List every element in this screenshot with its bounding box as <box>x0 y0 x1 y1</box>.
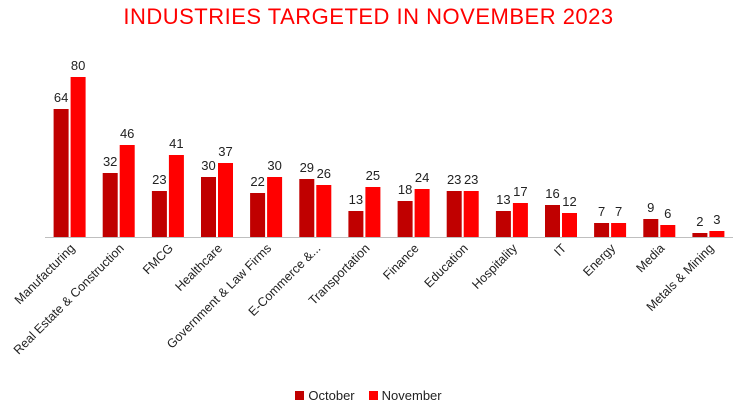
value-label-october-it: 16 <box>545 186 559 201</box>
value-label-november-real-estate-construction: 46 <box>120 126 134 141</box>
bar-november-real-estate-construction <box>119 145 135 237</box>
value-label-november-education: 23 <box>464 172 478 187</box>
category-label-hospitality: Hospitality <box>469 241 520 292</box>
legend-label-october: October <box>308 388 355 403</box>
legend-item-october: October <box>295 388 355 403</box>
bar-november-government-law-firms <box>267 177 283 237</box>
bar-october-finance <box>397 201 413 237</box>
bar-november-media <box>660 225 676 237</box>
bar-november-e-commerce <box>316 185 332 237</box>
bar-october-fmcg <box>151 191 167 237</box>
bar-october-real-estate-construction <box>102 173 118 237</box>
bar-october-transportation <box>348 211 364 237</box>
bar-october-government-law-firms <box>250 193 266 237</box>
bar-november-healthcare <box>218 163 233 237</box>
value-label-october-hospitality: 13 <box>496 192 510 207</box>
bar-october-healthcare <box>201 177 216 237</box>
value-label-november-fmcg: 41 <box>169 136 183 151</box>
bar-october-energy <box>594 223 610 237</box>
bar-november-education <box>463 191 479 237</box>
bar-november-transportation <box>365 187 381 237</box>
category-label-media: Media <box>633 241 667 275</box>
bar-october-metals-mining <box>692 233 708 237</box>
value-label-october-manufacturing: 64 <box>54 90 68 105</box>
bar-november-metals-mining <box>709 231 725 237</box>
value-label-october-e-commerce: 29 <box>300 160 314 175</box>
value-label-october-education: 23 <box>447 172 461 187</box>
value-label-november-energy: 7 <box>615 204 622 219</box>
bar-october-education <box>446 191 462 237</box>
bar-october-e-commerce <box>299 179 315 237</box>
category-label-fmcg: FMCG <box>140 241 176 277</box>
bar-november-manufacturing <box>70 77 86 237</box>
bar-november-energy <box>611 223 627 237</box>
category-label-finance: Finance <box>380 241 421 282</box>
value-label-november-healthcare: 37 <box>218 144 232 159</box>
legend-label-november: November <box>381 388 442 403</box>
value-label-november-metals-mining: 3 <box>713 212 720 227</box>
bar-november-hospitality <box>512 203 528 237</box>
bar-october-manufacturing <box>53 109 69 237</box>
bar-november-it <box>562 213 577 237</box>
bar-october-hospitality <box>495 211 511 237</box>
legend-swatch-october <box>295 391 305 400</box>
value-label-november-it: 12 <box>562 194 576 209</box>
bars-layer <box>53 77 725 237</box>
legend-item-november: November <box>368 388 442 403</box>
value-label-october-fmcg: 23 <box>152 172 166 187</box>
bar-november-fmcg <box>168 155 184 237</box>
value-label-november-finance: 24 <box>415 170 429 185</box>
category-label-healthcare: Healthcare <box>172 241 225 294</box>
legend-swatch-november <box>368 391 378 400</box>
value-label-november-hospitality: 17 <box>513 184 527 199</box>
value-label-november-government-law-firms: 30 <box>267 158 281 173</box>
bar-october-media <box>643 219 659 237</box>
category-label-it: IT <box>551 241 569 259</box>
value-label-october-government-law-firms: 22 <box>250 174 264 189</box>
value-label-october-energy: 7 <box>598 204 605 219</box>
value-label-october-healthcare: 30 <box>201 158 215 173</box>
legend: October November <box>0 388 737 403</box>
category-label-energy: Energy <box>580 241 618 279</box>
value-label-november-manufacturing: 80 <box>71 58 85 73</box>
chart-title: INDUSTRIES TARGETED IN NOVEMBER 2023 <box>123 4 614 29</box>
value-label-november-transportation: 25 <box>366 168 380 183</box>
value-label-october-media: 9 <box>647 200 654 215</box>
value-label-october-real-estate-construction: 32 <box>103 154 117 169</box>
value-label-october-transportation: 13 <box>349 192 363 207</box>
value-label-october-finance: 18 <box>398 182 412 197</box>
category-label-education: Education <box>422 241 471 290</box>
bar-october-it <box>545 205 560 237</box>
value-label-november-media: 6 <box>664 206 671 221</box>
bar-november-finance <box>414 189 430 237</box>
value-label-october-metals-mining: 2 <box>696 214 703 229</box>
value-label-november-e-commerce: 26 <box>317 166 331 181</box>
